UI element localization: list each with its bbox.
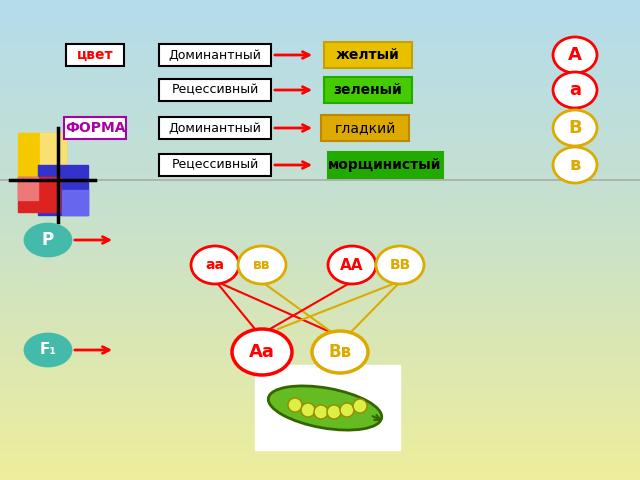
Text: Аа: Аа bbox=[249, 343, 275, 361]
Bar bbox=[324, 77, 412, 103]
Bar bbox=[159, 154, 271, 176]
Ellipse shape bbox=[553, 110, 597, 146]
Text: aa: aa bbox=[205, 258, 225, 272]
Text: зеленый: зеленый bbox=[333, 83, 403, 97]
Bar bbox=[18, 177, 38, 200]
Bar bbox=[159, 44, 271, 66]
Ellipse shape bbox=[553, 72, 597, 108]
Bar bbox=[38, 165, 88, 215]
Bar bbox=[159, 117, 271, 139]
Text: A: A bbox=[568, 46, 582, 64]
Ellipse shape bbox=[376, 246, 424, 284]
Ellipse shape bbox=[232, 329, 292, 375]
Ellipse shape bbox=[191, 246, 239, 284]
Text: гладкий: гладкий bbox=[334, 121, 396, 135]
Text: морщинистый: морщинистый bbox=[328, 158, 442, 172]
Bar bbox=[40, 133, 66, 185]
Text: Вв: Вв bbox=[328, 343, 351, 361]
Text: Доминантный: Доминантный bbox=[168, 121, 261, 134]
Bar bbox=[18, 177, 60, 212]
Circle shape bbox=[288, 398, 302, 412]
Circle shape bbox=[327, 405, 341, 419]
Bar bbox=[62, 190, 88, 215]
Circle shape bbox=[314, 405, 328, 419]
Bar bbox=[64, 117, 126, 139]
Circle shape bbox=[353, 399, 367, 413]
Ellipse shape bbox=[25, 224, 71, 256]
Bar bbox=[324, 42, 412, 68]
Text: P: P bbox=[42, 231, 54, 249]
Text: a: a bbox=[569, 81, 581, 99]
Text: ВВ: ВВ bbox=[389, 258, 411, 272]
Bar bbox=[66, 44, 124, 66]
Bar bbox=[321, 115, 409, 141]
Ellipse shape bbox=[268, 386, 381, 430]
Ellipse shape bbox=[553, 37, 597, 73]
Text: АА: АА bbox=[340, 257, 364, 273]
Circle shape bbox=[340, 403, 354, 417]
Bar bbox=[328, 152, 442, 178]
Text: желтый: желтый bbox=[336, 48, 400, 62]
Text: Доминантный: Доминантный bbox=[168, 48, 261, 61]
Ellipse shape bbox=[25, 334, 71, 366]
Text: в: в bbox=[570, 156, 580, 174]
Circle shape bbox=[301, 403, 315, 417]
Text: F₁: F₁ bbox=[40, 343, 56, 358]
Text: Рецессивный: Рецессивный bbox=[172, 158, 259, 171]
Bar bbox=[255, 365, 400, 450]
Ellipse shape bbox=[312, 331, 368, 373]
Text: Рецессивный: Рецессивный bbox=[172, 84, 259, 96]
Bar bbox=[18, 133, 66, 185]
Ellipse shape bbox=[238, 246, 286, 284]
Ellipse shape bbox=[553, 147, 597, 183]
Text: B: B bbox=[568, 119, 582, 137]
Ellipse shape bbox=[328, 246, 376, 284]
Text: ФОРМА: ФОРМА bbox=[65, 121, 125, 135]
Text: цвет: цвет bbox=[77, 48, 113, 62]
Bar bbox=[159, 79, 271, 101]
Text: вв: вв bbox=[253, 258, 271, 272]
